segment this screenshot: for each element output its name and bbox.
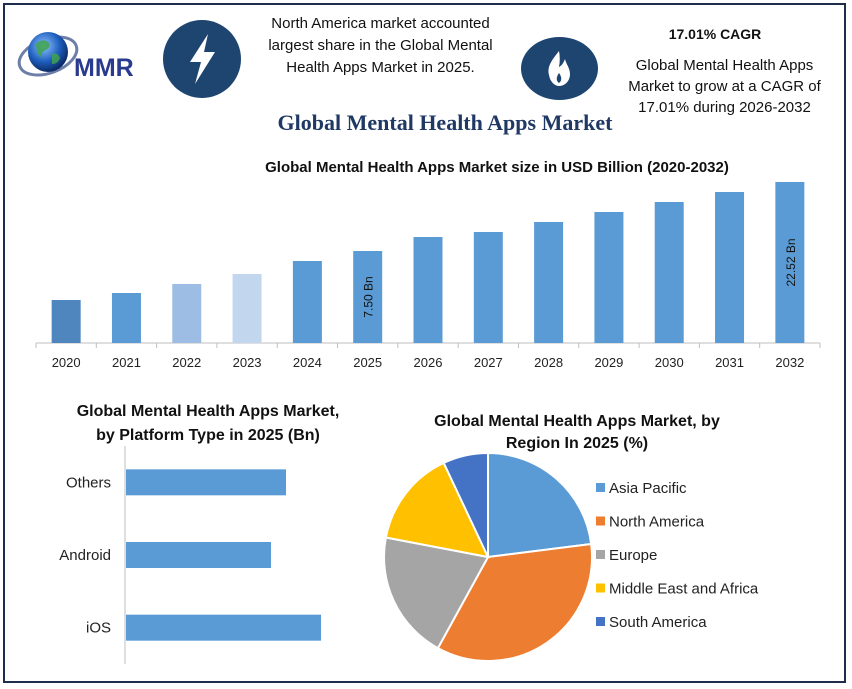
bar-chart-title: Global Mental Health Apps Market size in… xyxy=(265,159,729,176)
x-tick-label-2030: 2030 xyxy=(655,355,684,370)
highlight-text: North America market accounted largest s… xyxy=(268,15,493,76)
region-chart-title-line1: Global Mental Health Apps Market, by xyxy=(434,413,720,430)
bar-2021 xyxy=(111,293,141,343)
cagr-title: 17.01% CAGR xyxy=(668,26,762,42)
x-tick-label-2025: 2025 xyxy=(353,355,382,370)
region-pie-chart xyxy=(383,451,593,662)
bar-2031 xyxy=(715,192,745,343)
x-tick-label-2023: 2023 xyxy=(233,355,262,370)
legend-swatch xyxy=(596,617,605,626)
platform-bar-android xyxy=(126,542,271,568)
bar-2028 xyxy=(534,222,564,343)
platform-bar-others xyxy=(126,469,286,496)
bar-2023 xyxy=(232,274,262,343)
main-title: Global Mental Health Apps Market xyxy=(277,110,613,135)
pie-slice-europe xyxy=(383,536,490,650)
platform-bar-ios xyxy=(126,614,321,641)
region-chart-title-line2: Region In 2025 (%) xyxy=(506,435,648,452)
x-tick-label-2022: 2022 xyxy=(172,355,201,370)
bar-2022 xyxy=(172,284,202,343)
bar-2020 xyxy=(51,300,81,343)
pie-slice-middle-east-and-africa xyxy=(384,461,490,559)
x-tick-label-2028: 2028 xyxy=(534,355,563,370)
legend-label-europe: Europe xyxy=(609,547,657,564)
x-tick-label-2031: 2031 xyxy=(715,355,744,370)
platform-chart-title-line2: by Platform Type in 2025 (Bn) xyxy=(96,427,320,444)
x-tick-label-2026: 2026 xyxy=(414,355,443,370)
flame-icon xyxy=(521,37,598,100)
legend-swatch xyxy=(596,583,605,593)
bar-2024 xyxy=(292,261,322,343)
legend-label-asia-pacific: Asia Pacific xyxy=(609,480,687,497)
data-label-2025: 7.50 Bn xyxy=(362,276,376,317)
x-tick-label-2024: 2024 xyxy=(293,355,322,370)
mmr-logo: MMR xyxy=(14,20,164,90)
bar-2030 xyxy=(654,202,684,343)
bar-2032 xyxy=(775,182,805,343)
legend-label-north-america: North America xyxy=(609,514,705,531)
x-tick-label-2032: 2032 xyxy=(775,355,804,370)
platform-label-ios: iOS xyxy=(86,620,111,637)
platform-label-others: Others xyxy=(66,474,111,491)
platform-label-android: Android xyxy=(59,547,111,564)
bar-2029 xyxy=(594,212,624,343)
platform-chart-title-line1: Global Mental Health Apps Market, xyxy=(77,403,340,420)
cagr-text: Global Mental Health Apps Market to grow… xyxy=(628,57,821,116)
bar-2025 xyxy=(353,251,383,343)
pie-slice-south-america xyxy=(442,451,489,558)
x-tick-label-2020: 2020 xyxy=(52,355,81,370)
outer-frame xyxy=(3,3,846,683)
legend-swatch xyxy=(596,483,605,492)
bar-2027 xyxy=(473,232,503,343)
x-tick-label-2021: 2021 xyxy=(112,355,141,370)
logo-text: MMR xyxy=(74,54,134,82)
data-label-2032: 22.52 Bn xyxy=(784,238,798,286)
bar-chart: 2020 2021 2022 2023 2024 2025 7.50 Bn 2026 2027 2… xyxy=(35,182,821,370)
platform-bar-chart: Others Android iOS xyxy=(59,446,321,664)
x-tick-label-2029: 2029 xyxy=(594,355,623,370)
region-pie-legend: Asia Pacific North America Europe Middle Ea… xyxy=(596,480,759,631)
legend-swatch xyxy=(596,516,605,526)
pie-slice-asia-pacific xyxy=(487,451,593,559)
pie-slice-north-america xyxy=(436,542,593,662)
legend-label-south-america: South America xyxy=(609,614,707,631)
legend-label-middle-east-and-africa: Middle East and Africa xyxy=(609,581,759,598)
bar-2026 xyxy=(413,237,443,343)
lightning-bolt-icon xyxy=(163,20,241,98)
legend-swatch xyxy=(596,550,605,559)
x-tick-label-2027: 2027 xyxy=(474,355,503,370)
